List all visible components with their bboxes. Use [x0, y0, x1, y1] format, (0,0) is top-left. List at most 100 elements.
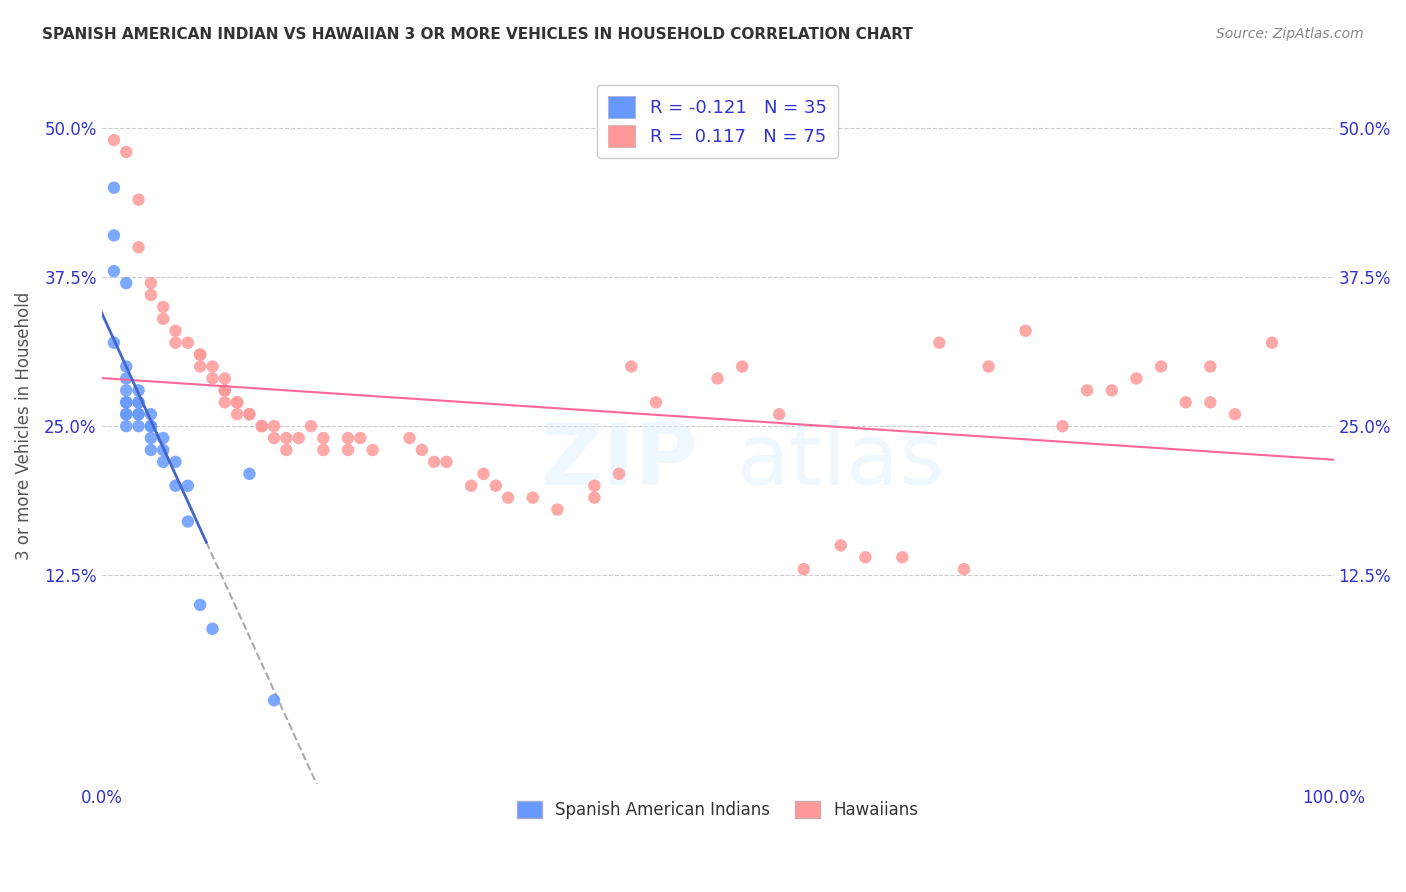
Point [177, 479, 200, 493]
Point [201, 359, 224, 374]
Point [177, 335, 200, 350]
Point [853, 550, 876, 565]
Point [165, 479, 187, 493]
Point [115, 395, 138, 409]
Point [1199, 359, 1222, 374]
Point [128, 395, 150, 409]
Point [263, 419, 285, 434]
Point [188, 348, 211, 362]
Point [214, 384, 236, 398]
Point [139, 419, 162, 434]
Point [128, 240, 150, 254]
Point [423, 455, 446, 469]
Point [226, 395, 249, 409]
Point [977, 359, 1000, 374]
Point [263, 693, 285, 707]
Point [768, 407, 790, 421]
Text: ZIP: ZIP [540, 420, 697, 503]
Point [128, 419, 150, 434]
Point [460, 479, 482, 493]
Point [485, 479, 508, 493]
Point [607, 467, 630, 481]
Point [250, 419, 273, 434]
Point [953, 562, 976, 576]
Point [522, 491, 544, 505]
Point [115, 419, 138, 434]
Point [583, 479, 606, 493]
Point [128, 193, 150, 207]
Point [165, 455, 187, 469]
Point [312, 431, 335, 445]
Point [128, 384, 150, 398]
Point [361, 442, 384, 457]
Point [115, 276, 138, 290]
Point [139, 431, 162, 445]
Point [928, 335, 950, 350]
Point [152, 431, 174, 445]
Point [115, 407, 138, 421]
Point [312, 442, 335, 457]
Point [436, 455, 458, 469]
Point [620, 359, 643, 374]
Point [152, 442, 174, 457]
Point [336, 431, 359, 445]
Point [152, 455, 174, 469]
Point [214, 395, 236, 409]
Point [139, 288, 162, 302]
Point [152, 300, 174, 314]
Point [115, 395, 138, 409]
Point [287, 431, 309, 445]
Point [731, 359, 754, 374]
Point [299, 419, 322, 434]
Point [398, 431, 420, 445]
Point [238, 467, 260, 481]
Point [201, 371, 224, 385]
Point [165, 335, 187, 350]
Point [188, 598, 211, 612]
Point [214, 384, 236, 398]
Point [103, 180, 125, 194]
Point [103, 133, 125, 147]
Point [276, 431, 298, 445]
Point [1125, 371, 1147, 385]
Point [128, 395, 150, 409]
Point [1174, 395, 1197, 409]
Point [188, 348, 211, 362]
Point [706, 371, 728, 385]
Point [411, 442, 433, 457]
Point [276, 442, 298, 457]
Point [128, 407, 150, 421]
Point [263, 431, 285, 445]
Point [226, 407, 249, 421]
Point [238, 407, 260, 421]
Point [891, 550, 914, 565]
Text: SPANISH AMERICAN INDIAN VS HAWAIIAN 3 OR MORE VEHICLES IN HOUSEHOLD CORRELATION : SPANISH AMERICAN INDIAN VS HAWAIIAN 3 OR… [42, 27, 912, 42]
Point [793, 562, 815, 576]
Point [1150, 359, 1173, 374]
Point [139, 419, 162, 434]
Point [830, 538, 852, 552]
Point [139, 407, 162, 421]
Point [1052, 419, 1074, 434]
Point [336, 442, 359, 457]
Point [115, 384, 138, 398]
Point [128, 407, 150, 421]
Point [165, 324, 187, 338]
Text: Source: ZipAtlas.com: Source: ZipAtlas.com [1216, 27, 1364, 41]
Legend: Spanish American Indians, Hawaiians: Spanish American Indians, Hawaiians [510, 794, 925, 825]
Point [1223, 407, 1246, 421]
Point [115, 145, 138, 159]
Point [583, 491, 606, 505]
Point [188, 359, 211, 374]
Point [645, 395, 668, 409]
Point [238, 407, 260, 421]
Point [214, 371, 236, 385]
Point [472, 467, 495, 481]
Point [250, 419, 273, 434]
Point [1076, 384, 1098, 398]
Point [103, 228, 125, 243]
Point [496, 491, 519, 505]
Point [201, 622, 224, 636]
Point [139, 442, 162, 457]
Point [139, 276, 162, 290]
